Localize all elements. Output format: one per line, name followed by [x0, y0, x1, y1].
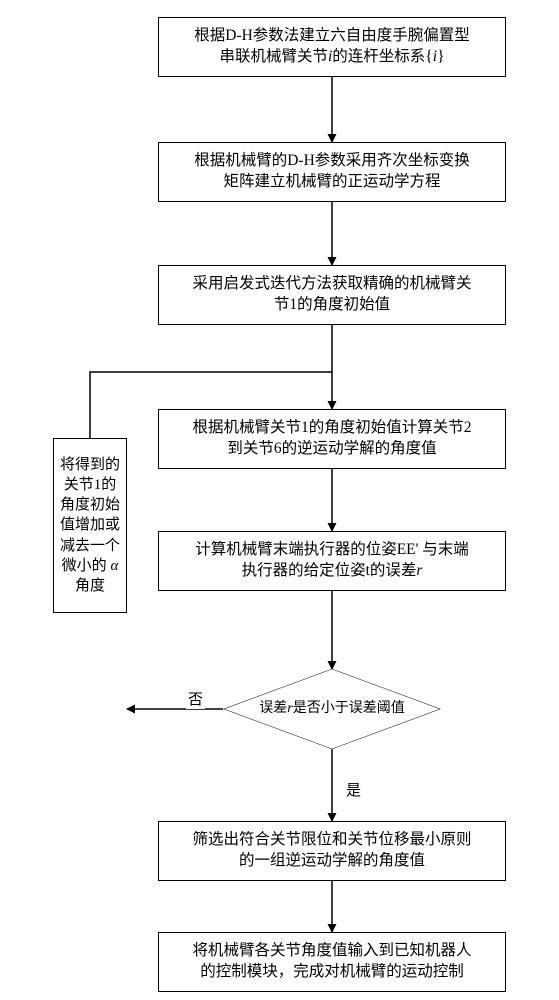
step-4-text: 根据机械臂关节1的角度初始值计算关节2 到关节6的逆运动学解的角度值	[192, 418, 471, 460]
flowchart-canvas: 根据D-H参数法建立六自由度手腕偏置型 串联机械臂关节i的连杆坐标系{i} 根据…	[0, 0, 559, 1000]
step-3-box: 采用启发式迭代方法获取精确的机械臂关 节1的角度初始值	[158, 265, 506, 325]
edge-label-no: 否	[186, 688, 205, 709]
step-6-box: 筛选出符合关节限位和关节位移最小原则 的一组逆运动学解的角度值	[158, 821, 506, 881]
step-2-box: 根据机械臂的D-H参数采用齐次坐标变换 矩阵建立机械臂的正运动学方程	[158, 142, 506, 202]
step-3-text: 采用启发式迭代方法获取精确的机械臂关 节1的角度初始值	[192, 274, 471, 316]
step-4-box: 根据机械臂关节1的角度初始值计算关节2 到关节6的逆运动学解的角度值	[158, 409, 506, 469]
step-2-text: 根据机械臂的D-H参数采用齐次坐标变换 矩阵建立机械臂的正运动学方程	[194, 151, 470, 193]
step-1-box: 根据D-H参数法建立六自由度手腕偏置型 串联机械臂关节i的连杆坐标系{i}	[158, 17, 506, 77]
step-6-text: 筛选出符合关节限位和关节位移最小原则 的一组逆运动学解的角度值	[192, 830, 471, 872]
step-7-box: 将机械臂各关节角度值输入到已知机器人 的控制模块，完成对机械臂的运动控制	[158, 932, 506, 992]
decision-diamond: 误差r是否小于误差阈值	[223, 669, 441, 749]
step-5-text: 计算机械臂末端执行器的位姿EE' 与末端 执行器的给定位姿t的误差r	[195, 540, 469, 582]
step-7-text: 将机械臂各关节角度值输入到已知机器人 的控制模块，完成对机械臂的运动控制	[192, 941, 471, 983]
feedback-box: 将得到的 关节1的 角度初始 值增加或 减去一个 微小的 α 角度	[53, 438, 127, 613]
step-1-text: 根据D-H参数法建立六自由度手腕偏置型 串联机械臂关节i的连杆坐标系{i}	[194, 26, 470, 68]
feedback-text: 将得到的 关节1的 角度初始 值增加或 减去一个 微小的 α 角度	[60, 455, 120, 597]
decision-text: 误差r是否小于误差阈值	[223, 669, 441, 749]
step-5-box: 计算机械臂末端执行器的位姿EE' 与末端 执行器的给定位姿t的误差r	[158, 531, 506, 591]
edge-label-yes: 是	[344, 779, 363, 800]
